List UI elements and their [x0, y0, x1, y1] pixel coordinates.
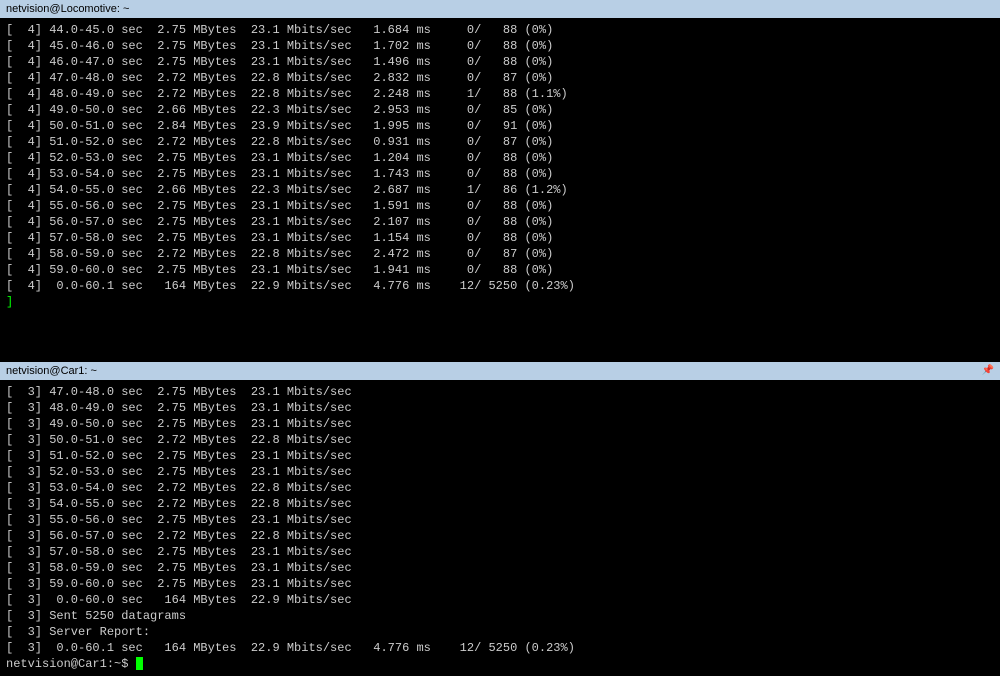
iperf-row: [ 4] 45.0-46.0 sec 2.75 MBytes 23.1 Mbit…	[6, 38, 994, 54]
pane-title-bar[interactable]: netvision@Locomotive: ~	[0, 0, 1000, 18]
iperf-summary-row: [ 3] 0.0-60.1 sec 164 MBytes 22.9 Mbits/…	[6, 640, 994, 656]
iperf-row: [ 3] 55.0-56.0 sec 2.75 MBytes 23.1 Mbit…	[6, 512, 994, 528]
iperf-row: [ 3] 53.0-54.0 sec 2.72 MBytes 22.8 Mbit…	[6, 480, 994, 496]
iperf-row: [ 4] 58.0-59.0 sec 2.72 MBytes 22.8 Mbit…	[6, 246, 994, 262]
iperf-row: [ 3] 56.0-57.0 sec 2.72 MBytes 22.8 Mbit…	[6, 528, 994, 544]
iperf-row: [ 4] 53.0-54.0 sec 2.75 MBytes 23.1 Mbit…	[6, 166, 994, 182]
iperf-row: [ 4] 56.0-57.0 sec 2.75 MBytes 23.1 Mbit…	[6, 214, 994, 230]
iperf-row: [ 4] 54.0-55.0 sec 2.66 MBytes 22.3 Mbit…	[6, 182, 994, 198]
end-bracket: ]	[6, 294, 994, 310]
iperf-row: [ 4] 57.0-58.0 sec 2.75 MBytes 23.1 Mbit…	[6, 230, 994, 246]
iperf-row: [ 3] 48.0-49.0 sec 2.75 MBytes 23.1 Mbit…	[6, 400, 994, 416]
iperf-row: [ 4] 47.0-48.0 sec 2.72 MBytes 22.8 Mbit…	[6, 70, 994, 86]
iperf-row: [ 3] 51.0-52.0 sec 2.75 MBytes 23.1 Mbit…	[6, 448, 994, 464]
pane-title-text: netvision@Car1: ~	[6, 364, 97, 378]
iperf-row: [ 4] 50.0-51.0 sec 2.84 MBytes 23.9 Mbit…	[6, 118, 994, 134]
terminal-pane-bottom[interactable]: netvision@Car1: ~ 📌 [ 3] 47.0-48.0 sec 2…	[0, 362, 1000, 676]
iperf-row: [ 4] 0.0-60.1 sec 164 MBytes 22.9 Mbits/…	[6, 278, 994, 294]
terminal-pane-top[interactable]: netvision@Locomotive: ~ [ 4] 44.0-45.0 s…	[0, 0, 1000, 362]
iperf-row: [ 4] 52.0-53.0 sec 2.75 MBytes 23.1 Mbit…	[6, 150, 994, 166]
iperf-row: [ 3] 52.0-53.0 sec 2.75 MBytes 23.1 Mbit…	[6, 464, 994, 480]
iperf-row: [ 4] 48.0-49.0 sec 2.72 MBytes 22.8 Mbit…	[6, 86, 994, 102]
pane-title-text: netvision@Locomotive: ~	[6, 2, 129, 16]
terminal-output-bottom[interactable]: [ 3] 47.0-48.0 sec 2.75 MBytes 23.1 Mbit…	[0, 380, 1000, 676]
iperf-row: [ 4] 49.0-50.0 sec 2.66 MBytes 22.3 Mbit…	[6, 102, 994, 118]
pane-title-bar[interactable]: netvision@Car1: ~ 📌	[0, 362, 1000, 380]
iperf-row: [ 3] 47.0-48.0 sec 2.75 MBytes 23.1 Mbit…	[6, 384, 994, 400]
cursor	[136, 657, 143, 670]
iperf-row: [ 3] 49.0-50.0 sec 2.75 MBytes 23.1 Mbit…	[6, 416, 994, 432]
iperf-row: [ 4] 44.0-45.0 sec 2.75 MBytes 23.1 Mbit…	[6, 22, 994, 38]
iperf-row: [ 3] 50.0-51.0 sec 2.72 MBytes 22.8 Mbit…	[6, 432, 994, 448]
iperf-row: [ 3] 59.0-60.0 sec 2.75 MBytes 23.1 Mbit…	[6, 576, 994, 592]
iperf-row: [ 4] 46.0-47.0 sec 2.75 MBytes 23.1 Mbit…	[6, 54, 994, 70]
iperf-row: [ 3] 57.0-58.0 sec 2.75 MBytes 23.1 Mbit…	[6, 544, 994, 560]
iperf-row: [ 3] 58.0-59.0 sec 2.75 MBytes 23.1 Mbit…	[6, 560, 994, 576]
iperf-row: [ 4] 55.0-56.0 sec 2.75 MBytes 23.1 Mbit…	[6, 198, 994, 214]
terminal-output-top[interactable]: [ 4] 44.0-45.0 sec 2.75 MBytes 23.1 Mbit…	[0, 18, 1000, 314]
server-report-line: [ 3] Server Report:	[6, 624, 994, 640]
sent-datagrams-line: [ 3] Sent 5250 datagrams	[6, 608, 994, 624]
iperf-row: [ 4] 59.0-60.0 sec 2.75 MBytes 23.1 Mbit…	[6, 262, 994, 278]
shell-prompt[interactable]: netvision@Car1:~$	[6, 656, 994, 672]
pin-icon[interactable]: 📌	[982, 364, 994, 378]
iperf-row: [ 3] 54.0-55.0 sec 2.72 MBytes 22.8 Mbit…	[6, 496, 994, 512]
iperf-row: [ 4] 51.0-52.0 sec 2.72 MBytes 22.8 Mbit…	[6, 134, 994, 150]
iperf-row: [ 3] 0.0-60.0 sec 164 MBytes 22.9 Mbits/…	[6, 592, 994, 608]
